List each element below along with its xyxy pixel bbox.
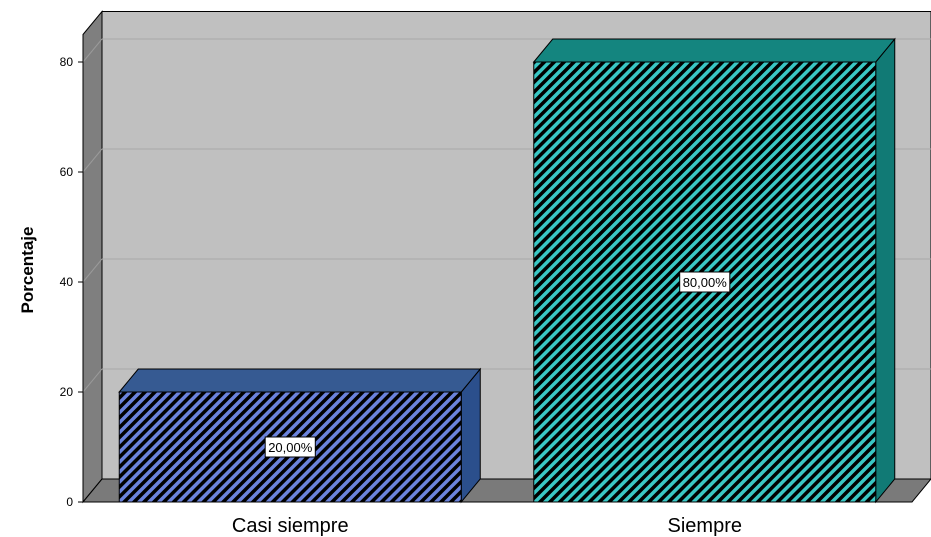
- plot-side-wall: [82, 10, 103, 504]
- data-label-text: 80,00%: [683, 275, 728, 290]
- data-labels: 20,00% 80,00%: [264, 271, 731, 458]
- data-label-text: 20,00%: [268, 440, 313, 455]
- bars: [118, 37, 896, 504]
- gridline-side: [82, 148, 103, 173]
- y-tick-label: 80: [60, 55, 74, 69]
- bar-front-face: [118, 391, 462, 503]
- data-label: 80,00%: [679, 271, 731, 293]
- gridline-side: [82, 38, 103, 63]
- data-label: 20,00%: [264, 436, 316, 458]
- bar-1: [118, 367, 482, 504]
- y-tick-label: 40: [60, 275, 74, 289]
- y-axis-ticks: 0 20 40 60 80: [60, 34, 912, 509]
- gridline-side: [82, 368, 103, 393]
- gridline-side: [82, 258, 103, 283]
- bar-side-face: [875, 37, 896, 504]
- y-tick-label: 60: [60, 165, 74, 179]
- x-category-label: Casi siempre: [232, 515, 349, 537]
- data-label-box: [679, 271, 731, 293]
- bar-top-face: [532, 38, 896, 63]
- y-tick-label: 20: [60, 385, 74, 399]
- bar-top-face: [118, 368, 482, 393]
- x-category-label: Siempre: [668, 515, 742, 537]
- y-tick-label: 0: [66, 495, 73, 509]
- x-axis-categories: Casi siempre Siempre: [232, 515, 742, 537]
- bar-2: [532, 37, 896, 504]
- data-label-box: [264, 436, 316, 458]
- y-axis-label: Porcentaje: [18, 227, 37, 314]
